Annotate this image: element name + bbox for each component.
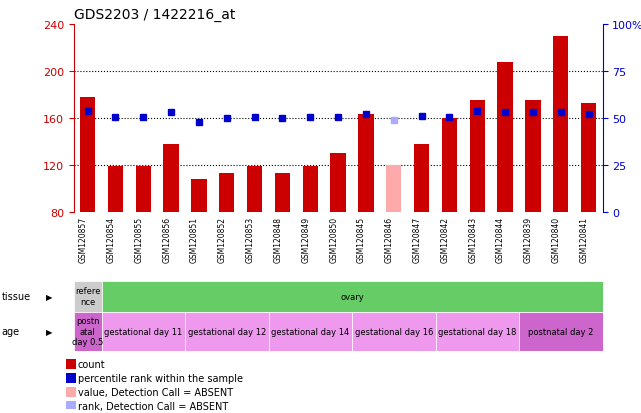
Bar bbox=[191, 180, 206, 213]
Text: ▶: ▶ bbox=[46, 327, 53, 336]
Text: GSM120855: GSM120855 bbox=[135, 216, 144, 262]
Bar bbox=[303, 167, 318, 213]
Text: GSM120839: GSM120839 bbox=[524, 216, 533, 262]
Text: GSM120846: GSM120846 bbox=[385, 216, 394, 262]
Bar bbox=[219, 174, 235, 213]
Text: GSM120840: GSM120840 bbox=[552, 216, 561, 262]
Text: GSM120845: GSM120845 bbox=[357, 216, 366, 262]
Bar bbox=[414, 145, 429, 213]
Text: GSM120856: GSM120856 bbox=[162, 216, 171, 262]
Text: ▶: ▶ bbox=[46, 292, 53, 301]
Text: GSM120850: GSM120850 bbox=[329, 216, 338, 262]
Bar bbox=[74, 281, 101, 312]
Text: rank, Detection Call = ABSENT: rank, Detection Call = ABSENT bbox=[78, 401, 228, 411]
Text: GSM120844: GSM120844 bbox=[496, 216, 505, 262]
Bar bbox=[352, 312, 435, 351]
Bar bbox=[442, 119, 457, 213]
Text: refere
nce: refere nce bbox=[75, 287, 101, 306]
Text: age: age bbox=[1, 326, 19, 337]
Bar bbox=[526, 101, 540, 213]
Text: percentile rank within the sample: percentile rank within the sample bbox=[78, 373, 243, 383]
Bar bbox=[66, 373, 76, 383]
Text: GSM120843: GSM120843 bbox=[469, 216, 478, 262]
Bar bbox=[185, 312, 269, 351]
Text: count: count bbox=[78, 359, 105, 369]
Text: gestational day 12: gestational day 12 bbox=[188, 327, 266, 336]
Bar bbox=[497, 62, 513, 213]
Bar bbox=[275, 174, 290, 213]
Bar bbox=[470, 101, 485, 213]
Text: GSM120849: GSM120849 bbox=[301, 216, 310, 262]
Bar bbox=[66, 359, 76, 369]
Text: gestational day 18: gestational day 18 bbox=[438, 327, 517, 336]
Text: GSM120851: GSM120851 bbox=[190, 216, 199, 262]
Text: tissue: tissue bbox=[1, 291, 30, 301]
Text: GSM120852: GSM120852 bbox=[218, 216, 227, 262]
Text: postn
atal
day 0.5: postn atal day 0.5 bbox=[72, 317, 103, 346]
Bar bbox=[74, 312, 101, 351]
Bar bbox=[108, 167, 123, 213]
Bar bbox=[269, 312, 352, 351]
Text: GSM120853: GSM120853 bbox=[246, 216, 254, 262]
Text: GSM120854: GSM120854 bbox=[106, 216, 115, 262]
Bar bbox=[66, 387, 76, 396]
Bar bbox=[136, 167, 151, 213]
Text: gestational day 14: gestational day 14 bbox=[271, 327, 349, 336]
Text: GDS2203 / 1422216_at: GDS2203 / 1422216_at bbox=[74, 8, 235, 22]
Bar bbox=[101, 312, 185, 351]
Bar bbox=[358, 115, 374, 213]
Text: GSM120842: GSM120842 bbox=[440, 216, 449, 262]
Text: value, Detection Call = ABSENT: value, Detection Call = ABSENT bbox=[78, 387, 233, 397]
Text: GSM120857: GSM120857 bbox=[79, 216, 88, 262]
Bar bbox=[80, 97, 96, 213]
Text: gestational day 16: gestational day 16 bbox=[354, 327, 433, 336]
Bar bbox=[331, 154, 345, 213]
Text: GSM120848: GSM120848 bbox=[274, 216, 283, 262]
Text: postnatal day 2: postnatal day 2 bbox=[528, 327, 594, 336]
Bar bbox=[435, 312, 519, 351]
Text: GSM120847: GSM120847 bbox=[413, 216, 422, 262]
Bar bbox=[519, 312, 603, 351]
Bar bbox=[581, 104, 596, 213]
Text: gestational day 11: gestational day 11 bbox=[104, 327, 183, 336]
Bar bbox=[553, 36, 569, 213]
Bar bbox=[163, 145, 179, 213]
Text: GSM120841: GSM120841 bbox=[579, 216, 588, 262]
Bar bbox=[247, 167, 262, 213]
Bar bbox=[386, 166, 401, 213]
Bar bbox=[66, 401, 76, 411]
Text: ovary: ovary bbox=[340, 292, 364, 301]
